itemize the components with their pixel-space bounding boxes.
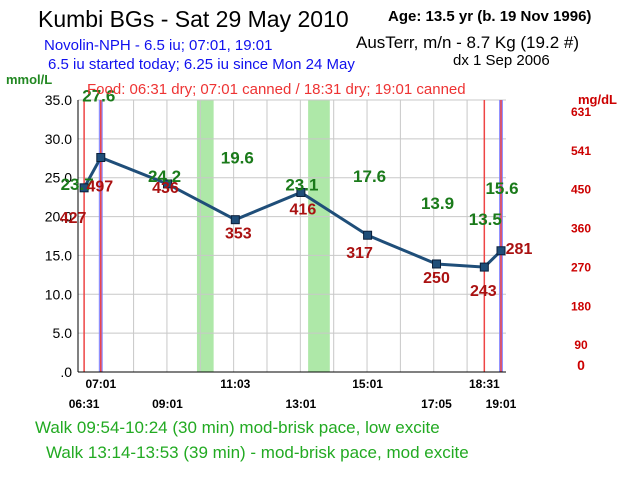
data-point — [79, 183, 89, 193]
y-tick-label: 10.0 — [45, 286, 72, 302]
mgdl-data-label: 427 — [60, 210, 87, 227]
chart-title: Kumbi BGs - Sat 29 May 2010 — [38, 6, 349, 32]
mgdl-data-label: 250 — [423, 270, 450, 287]
data-point — [363, 230, 373, 240]
y-tick-label: 35.0 — [45, 92, 72, 108]
right-axis-tick-label: 180 — [571, 299, 591, 313]
data-point — [296, 187, 306, 197]
x-tick-label: 07:01 — [85, 377, 116, 391]
data-point — [162, 179, 172, 189]
right-axis-tick-label: 270 — [571, 260, 591, 274]
food-schedule-label: Food: 06:31 dry; 07:01 canned / 18:31 dr… — [87, 81, 466, 98]
data-point — [96, 153, 106, 163]
right-axis-tick-label: 0 — [577, 357, 585, 373]
right-axis-tick-label: 360 — [571, 222, 591, 236]
y-tick-label: 25.0 — [45, 170, 72, 186]
x-tick-label: 11:03 — [220, 377, 250, 391]
data-point — [432, 259, 442, 269]
mmol-data-label: 24.2 — [148, 167, 181, 186]
mgdl-data-label: 416 — [290, 201, 317, 218]
x-tick-label: 19:01 — [486, 397, 517, 411]
mgdl-data-label: 436 — [152, 180, 179, 197]
walk-note-2: Walk 13:14-13:53 (39 min) - mod-brisk pa… — [46, 443, 469, 462]
walk-band — [196, 100, 214, 372]
right-axis-tick-label: 631 — [571, 105, 591, 119]
diagnosis-date-label: dx 1 Sep 2006 — [453, 52, 550, 69]
x-tick-label: 17:05 — [421, 397, 452, 411]
data-point — [230, 215, 240, 225]
right-axis-tick-label: 541 — [571, 144, 591, 158]
y-tick-label: 5.0 — [53, 325, 73, 341]
age-label: Age: 13.5 yr (b. 19 Nov 1996) — [388, 8, 592, 25]
y-tick-label: .0 — [60, 364, 72, 380]
x-tick-label: 13:01 — [286, 397, 317, 411]
weight-label: AusTerr, m/n - 8.7 Kg (19.2 #) — [356, 33, 579, 52]
x-tick-label: 15:01 — [352, 377, 383, 391]
mgdl-data-label: 353 — [225, 226, 252, 243]
y-axis-unit-mgdl: mg/dL — [578, 92, 617, 107]
mmol-data-label: 17.6 — [353, 167, 386, 186]
data-point — [479, 262, 489, 272]
x-tick-label: 18:31 — [469, 377, 500, 391]
x-tick-label: 06:31 — [69, 397, 100, 411]
insulin-dose-label: Novolin-NPH - 6.5 iu; 07:01, 19:01 — [44, 37, 273, 54]
mmol-data-label: 13.5 — [469, 210, 502, 229]
data-point — [496, 246, 506, 256]
mmol-data-label: 23.7 — [61, 175, 94, 194]
walk-note-1: Walk 09:54-10:24 (30 min) mod-brisk pace… — [35, 418, 440, 437]
y-tick-label: 30.0 — [45, 131, 72, 147]
walk-band — [308, 100, 330, 372]
mgdl-data-label: 317 — [346, 245, 373, 262]
mmol-data-label: 19.6 — [221, 149, 254, 168]
mmol-data-label: 13.9 — [421, 194, 454, 213]
mgdl-data-label: 243 — [470, 283, 497, 300]
mgdl-data-label: 497 — [86, 179, 113, 196]
x-tick-label: 09:01 — [152, 397, 183, 411]
insulin-history-label: 6.5 iu started today; 6.25 iu since Mon … — [48, 56, 355, 73]
mmol-data-label: 15.6 — [485, 179, 518, 198]
y-axis-unit-mmol: mmol/L — [6, 72, 53, 87]
right-axis-tick-label: 90 — [574, 338, 588, 352]
mmol-data-label: 23.1 — [285, 175, 318, 194]
mgdl-data-label: 281 — [506, 241, 533, 258]
right-axis-tick-label: 450 — [571, 183, 591, 197]
y-tick-label: 20.0 — [45, 209, 72, 225]
y-tick-label: 15.0 — [45, 247, 72, 263]
mmol-data-label: 27.6 — [82, 87, 115, 106]
